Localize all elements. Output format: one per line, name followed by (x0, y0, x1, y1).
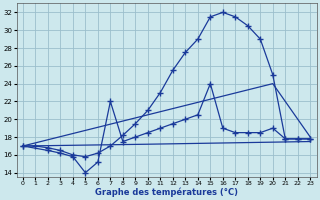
X-axis label: Graphe des températures (°C): Graphe des températures (°C) (95, 187, 238, 197)
